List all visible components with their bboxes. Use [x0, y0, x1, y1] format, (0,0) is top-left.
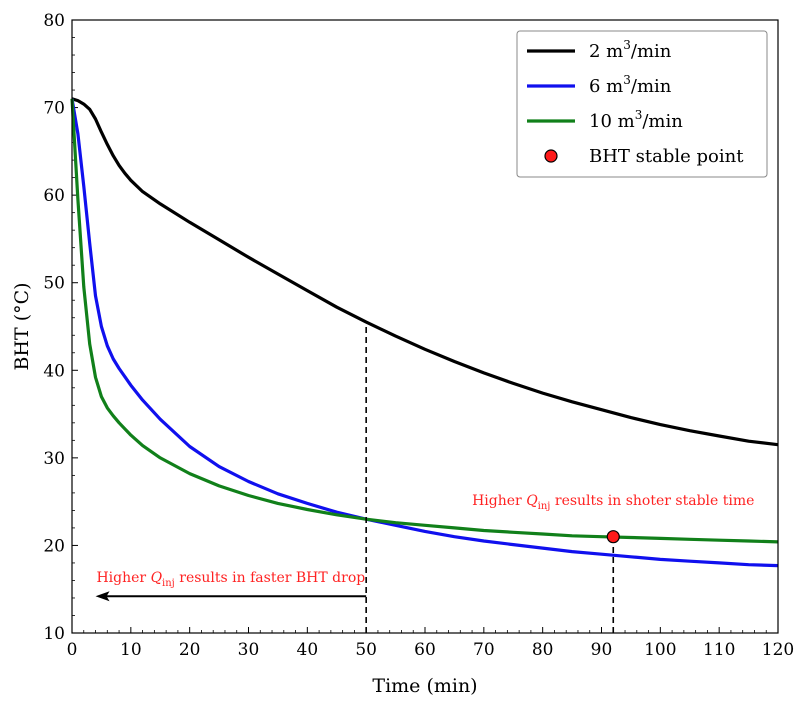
stable-point-marker: [606, 530, 620, 544]
x-tick-label: 70: [473, 640, 495, 660]
legend-box: [516, 30, 768, 178]
x-tick-label: 120: [762, 640, 794, 660]
legend-label: 2 m3/min: [589, 38, 672, 62]
annotation-text: Higher Qinj results in faster BHT drop: [96, 570, 365, 589]
x-tick-label: 110: [703, 640, 735, 660]
series-lines: [70, 97, 779, 568]
y-tick-label: 60: [43, 186, 65, 206]
legend-label: 10 m3/min: [589, 108, 683, 132]
y-tick-label: 40: [43, 361, 65, 381]
arrow-head: [95, 591, 110, 602]
legend-label: 6 m3/min: [589, 73, 672, 97]
x-tick-label: 100: [644, 640, 676, 660]
y-tick-label: 10: [43, 624, 65, 644]
x-tick-label: 50: [355, 640, 377, 660]
plot-frame: [71, 19, 779, 634]
y-tick-label: 80: [43, 11, 65, 31]
x-tick-label: 0: [67, 640, 78, 660]
series-line: [71, 97, 779, 447]
y-tick-label: 30: [43, 449, 65, 469]
series-line: [70, 98, 779, 568]
axis-ticks: 0 10 20 30 40 50 60 70 80 90 100 110 120102030405060…: [43, 11, 794, 660]
annotation-text: Higher Qinj results in shoter stable tim…: [472, 493, 754, 512]
y-tick-label: 50: [43, 274, 65, 294]
x-axis-label: Time (min): [372, 675, 477, 697]
x-tick-label: 10: [120, 640, 142, 660]
guide-lines: [95, 322, 620, 633]
y-tick-label: 20: [43, 536, 65, 556]
annotations: Higher Qinj results in shoter stable tim…: [96, 493, 754, 589]
x-tick-label: 40: [297, 640, 319, 660]
y-tick-label: 70: [43, 99, 65, 119]
x-tick-label: 60: [414, 640, 436, 660]
x-tick-label: 20: [179, 640, 201, 660]
legend-label: BHT stable point: [589, 146, 744, 167]
series-line: [70, 98, 779, 544]
y-axis-label: BHT (°C): [11, 282, 33, 370]
x-tick-label: 30: [238, 640, 260, 660]
legend-marker: [544, 149, 558, 163]
x-tick-label: 90: [591, 640, 613, 660]
legend: 2 m3/min 6 m3/min 10 m3/min BHT stable poin…: [516, 30, 768, 178]
x-tick-label: 80: [532, 640, 554, 660]
